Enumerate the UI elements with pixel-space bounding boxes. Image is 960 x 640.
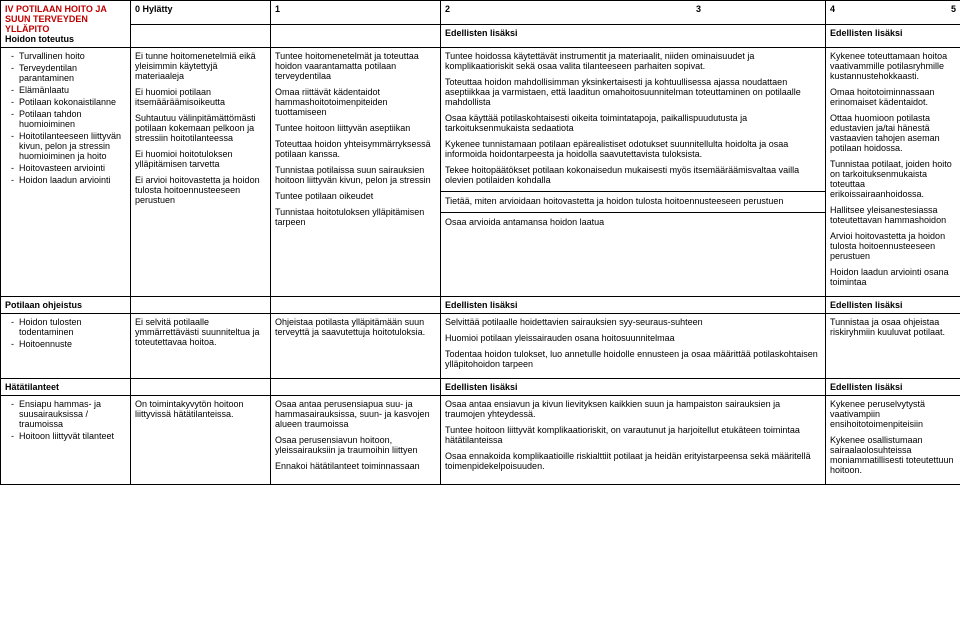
list-item: Hoitoennuste [11,339,126,349]
rubric-table: IV POTILAAN HOITO JA SUUN TERVEYDEN YLLÄ… [0,0,960,485]
section-title-1: IV POTILAAN HOITO JA [5,4,107,14]
list-item: Potilaan kokonaistilanne [11,97,126,107]
row1-col1: Ei tunne hoitomenetelmiä eikä yleisimmin… [131,48,271,297]
row-potilaan-ohjeistus-header: Potilaan ohjeistus Edellisten lisäksi Ed… [1,297,960,314]
list-item: Hoitotilanteeseen liittyvän kivun, pelon… [11,131,126,161]
list-item: Ensiapu hammas- ja suusairauksissa / tra… [11,399,126,429]
row-hatatilanteet: Ensiapu hammas- ja suusairauksissa / tra… [1,396,960,485]
list-item: Turvallinen hoito [11,51,126,61]
list-item: Hoitoon liittyvät tilanteet [11,431,126,441]
header-row: IV POTILAAN HOITO JA SUUN TERVEYDEN YLLÄ… [1,1,960,25]
col-45: 4 5 [826,1,960,25]
list-item: Potilaan tahdon huomioiminen [11,109,126,129]
list-item: Terveydentilan parantaminen [11,63,126,83]
row-hoidon-toteutus: Turvallinen hoito Terveydentilan parantam… [1,48,960,297]
row1-col5: Kykenee toteuttamaan hoitoa vaativammill… [826,48,960,297]
list-item: Hoidon laadun arviointi [11,175,126,185]
row1-col2: Tuntee hoitomenetelmät ja toteuttaa hoid… [271,48,441,297]
col-1: 1 [271,1,441,25]
list-item: Hoidon tulosten todentaminen [11,317,126,337]
section-title-3: YLLÄPITO [5,24,49,34]
list-item: Elämänlaatu [11,85,126,95]
section-header: IV POTILAAN HOITO JA SUUN TERVEYDEN YLLÄ… [1,1,131,48]
row1-title: Hoidon toteutus [5,34,74,44]
section-title-2: SUUN TERVEYDEN [5,14,88,24]
list-item: Hoitovasteen arviointi [11,163,126,173]
row1-bullets: Turvallinen hoito Terveydentilan parantam… [1,48,131,297]
col-0: 0 Hylätty [131,1,271,25]
row-potilaan-ohjeistus: Hoidon tulosten todentaminen Hoitoennuste… [1,314,960,379]
col-23: 2 3 [441,1,826,25]
row1-col3: Tuntee hoidossa käytettävät instrumentit… [441,48,826,297]
row-hatatilanteet-header: Hätätilanteet Edellisten lisäksi Edellis… [1,379,960,396]
